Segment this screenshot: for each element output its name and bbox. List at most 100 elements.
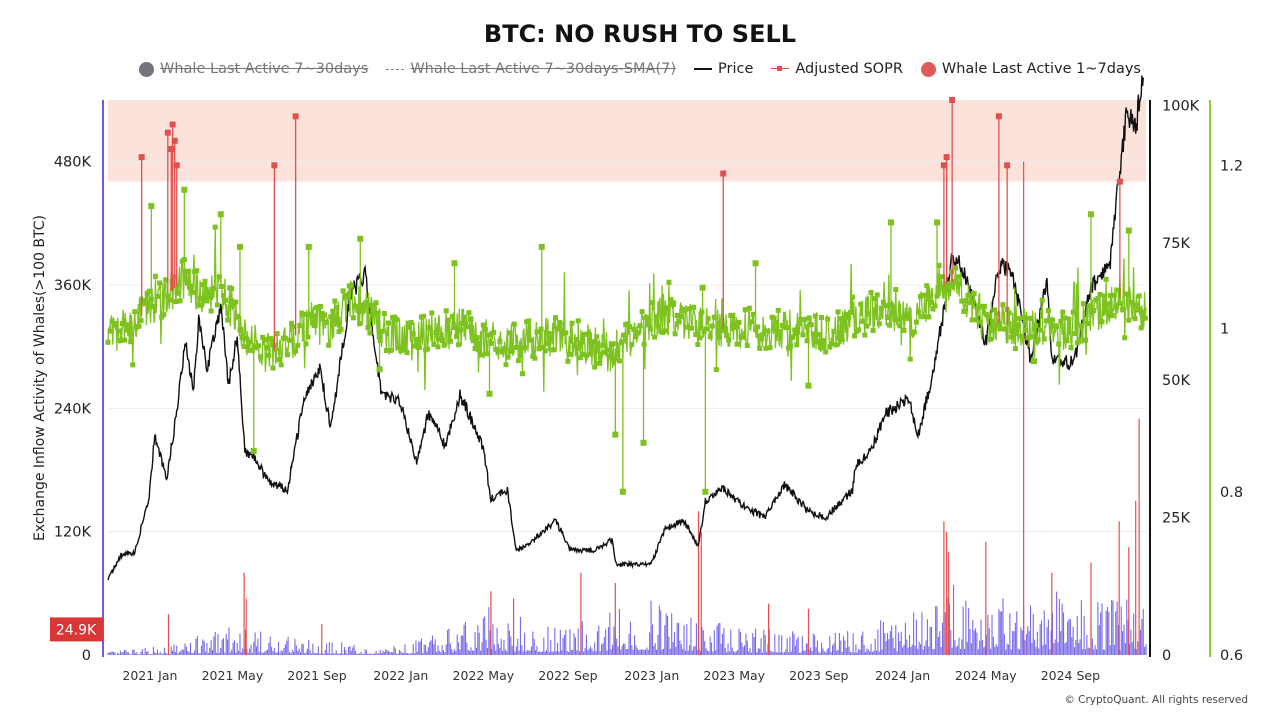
sopr-point [511, 321, 517, 327]
legend-item[interactable]: Price [694, 61, 753, 77]
sopr-point [546, 331, 552, 337]
sopr-point [173, 299, 179, 305]
sopr-point [895, 317, 901, 323]
sopr-point [1054, 323, 1060, 329]
copyright-text: © CryptoQuant. All rights reserved [1064, 694, 1248, 706]
sopr-point [163, 277, 169, 283]
sopr-point [136, 323, 142, 329]
sopr-point [825, 316, 831, 322]
sopr-spike-point [887, 219, 894, 226]
sopr-point [268, 336, 274, 342]
sopr-point [930, 306, 936, 312]
left-tick-label: 240K [54, 401, 92, 417]
sopr-point [357, 321, 363, 327]
sopr-point [748, 319, 754, 325]
sopr-point [986, 313, 992, 319]
sopr-point [200, 282, 206, 288]
legend-item[interactable]: Whale Last Active 1~7days [920, 61, 1141, 77]
sopr-point [852, 333, 858, 339]
left-tick-label: 120K [54, 525, 92, 541]
sopr-point [445, 317, 451, 323]
sopr-point [1111, 292, 1117, 298]
legend-item[interactable]: Adjusted SOPR [771, 61, 903, 77]
sopr-point [899, 315, 905, 321]
sopr-point [1039, 297, 1045, 303]
sopr-point [1027, 315, 1033, 321]
sopr-point [233, 299, 239, 305]
sopr-point [726, 337, 732, 343]
sopr-point [501, 346, 507, 352]
sopr-point [150, 304, 156, 310]
sopr-point [742, 307, 748, 313]
sopr-point [1113, 303, 1119, 309]
sopr-point [421, 313, 427, 319]
sopr-point [385, 320, 391, 326]
sopr-point [583, 352, 589, 358]
sopr-point [194, 268, 200, 274]
sopr-point [924, 283, 930, 289]
sopr-point [223, 297, 229, 303]
sopr-point [1029, 334, 1035, 340]
sopr-point [1021, 315, 1027, 321]
sopr-point [860, 318, 866, 324]
x-tick-label: 2024 Sep [1041, 668, 1100, 683]
sopr-point [412, 343, 418, 349]
price-tick-label: 75K [1162, 236, 1190, 252]
sopr-point [517, 352, 523, 358]
sopr-point [870, 328, 876, 334]
sopr-point [901, 327, 907, 333]
sopr-spike-point [619, 488, 626, 495]
sopr-point [1116, 287, 1122, 293]
sopr-point [1126, 317, 1132, 323]
sopr-point [581, 331, 587, 337]
sopr-point [212, 224, 218, 230]
sopr-point [305, 334, 311, 340]
sopr-point [124, 327, 130, 333]
sopr-point [757, 345, 763, 351]
sopr-point [676, 319, 682, 325]
sopr-point [375, 310, 381, 316]
sopr-point [819, 314, 825, 320]
sopr-point [1138, 325, 1144, 331]
sopr-point [243, 336, 249, 342]
sopr-point [1068, 345, 1074, 351]
price-tick-label: 0 [1162, 648, 1171, 664]
legend-item[interactable]: Whale Last Active 7~30days [139, 61, 368, 77]
sopr-point [447, 338, 453, 344]
sopr-spike-point [640, 439, 647, 446]
sopr-point [1006, 310, 1012, 316]
sopr-point [344, 294, 350, 300]
sopr-point [169, 278, 175, 284]
sopr-point [831, 328, 837, 334]
sopr-point [388, 348, 394, 354]
sopr-point [157, 280, 163, 286]
legend-item[interactable]: Whale Last Active 7~30days-SMA(7) [386, 61, 676, 77]
sopr-point [590, 339, 596, 345]
sopr-point [959, 298, 965, 304]
sopr-point [128, 339, 134, 345]
sopr-point [724, 332, 730, 338]
x-tick-label: 2022 Jan [373, 668, 428, 683]
sopr-point [1014, 321, 1020, 327]
sopr-point [821, 338, 827, 344]
sopr-point [231, 302, 237, 308]
sopr-point [293, 348, 299, 354]
sopr-point [614, 351, 620, 357]
price-tick-label: 25K [1162, 511, 1190, 527]
sopr-point [208, 308, 214, 314]
sopr-point [235, 313, 241, 319]
sopr-point [594, 334, 600, 340]
sopr-point [460, 321, 466, 327]
sopr-point [1017, 316, 1023, 322]
sopr-point [905, 316, 911, 322]
sopr-spike-point [217, 211, 224, 218]
sopr-point [276, 357, 282, 363]
sopr-point [526, 318, 532, 324]
sopr-point [951, 278, 957, 284]
sopr-point [398, 348, 404, 354]
sopr-point [532, 355, 538, 361]
sopr-point [295, 342, 301, 348]
sopr-point [499, 349, 505, 355]
sopr-point [641, 341, 647, 347]
